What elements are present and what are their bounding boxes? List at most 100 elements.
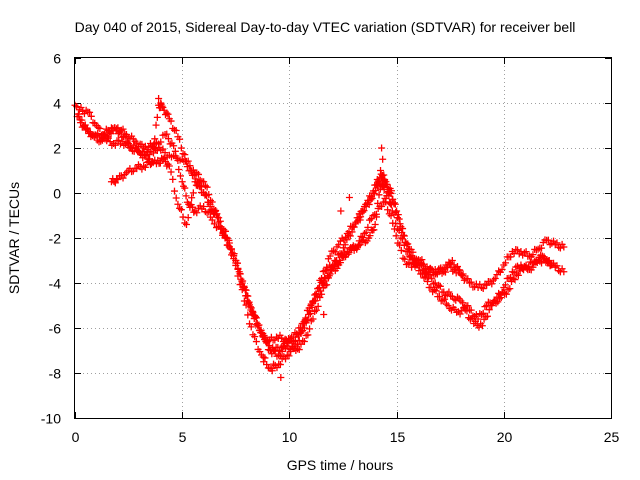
data-point	[553, 239, 561, 247]
data-point	[252, 313, 260, 321]
data-point	[238, 277, 246, 285]
data-point	[184, 157, 192, 165]
data-point	[560, 243, 568, 251]
data-point	[177, 206, 185, 214]
data-point	[222, 227, 230, 235]
data-point	[409, 248, 417, 256]
data-point	[377, 167, 385, 174]
data-point	[271, 347, 279, 355]
data-point	[405, 245, 413, 253]
data-point	[247, 304, 255, 312]
data-point	[342, 233, 350, 241]
data-point	[396, 220, 404, 228]
data-point	[456, 310, 464, 318]
data-point	[312, 306, 320, 314]
data-point	[170, 187, 178, 195]
data-point	[544, 236, 552, 244]
data-point	[497, 293, 505, 301]
data-point	[428, 275, 436, 283]
data-point	[327, 265, 335, 273]
axis-ticks: 0 5 10 15 20 25 -10 -8 -6 -4 -2 0 2 4 6	[41, 51, 620, 446]
data-point	[560, 268, 568, 276]
data-point	[448, 257, 456, 264]
y-tick-label: 0	[53, 186, 61, 202]
data-point	[382, 198, 390, 206]
data-point	[193, 209, 201, 217]
data-point	[213, 213, 221, 221]
data-point	[158, 102, 166, 110]
data-point	[323, 281, 331, 289]
data-point	[285, 352, 293, 360]
data-point	[210, 220, 218, 228]
data-point	[401, 255, 409, 263]
data-point	[200, 178, 208, 186]
data-point	[464, 302, 472, 310]
data-point	[353, 245, 361, 253]
data-point	[511, 276, 519, 284]
data-point	[208, 198, 216, 206]
data-point	[308, 303, 316, 311]
data-point	[141, 163, 149, 171]
data-point	[367, 193, 375, 201]
data-point	[344, 250, 352, 258]
data-point	[181, 184, 189, 192]
data-point	[182, 221, 190, 228]
data-point	[119, 174, 127, 182]
data-point	[432, 287, 440, 295]
data-point	[378, 144, 386, 152]
data-point	[216, 217, 224, 225]
data-point	[502, 259, 510, 267]
data-point	[177, 144, 185, 152]
data-point	[315, 291, 323, 299]
data-point	[155, 95, 163, 102]
data-point	[212, 206, 220, 214]
data-point	[113, 125, 121, 133]
data-point	[445, 288, 453, 296]
data-point	[165, 162, 173, 170]
data-point	[514, 246, 522, 254]
data-point	[160, 154, 168, 162]
data-point	[228, 251, 236, 259]
data-point	[553, 262, 561, 270]
data-point	[205, 191, 213, 199]
data-point	[485, 306, 493, 314]
data-point	[394, 211, 402, 219]
data-point	[359, 208, 367, 216]
data-point	[362, 228, 370, 236]
data-point	[174, 200, 182, 208]
data-point	[533, 259, 541, 267]
data-point	[384, 206, 392, 214]
data-point	[502, 290, 510, 298]
data-point	[378, 203, 386, 210]
data-point	[381, 176, 389, 184]
data-point	[498, 265, 506, 273]
y-tick-label: -10	[41, 411, 61, 427]
x-tick-label: 0	[72, 429, 80, 445]
data-point	[172, 126, 180, 134]
data-point	[538, 244, 546, 252]
data-point	[294, 332, 302, 340]
data-point	[203, 183, 211, 191]
data-point	[479, 285, 487, 293]
data-point	[372, 186, 380, 194]
data-point	[309, 315, 317, 323]
data-point	[171, 147, 179, 155]
data-point	[389, 219, 397, 227]
data-point	[77, 104, 85, 112]
data-point	[362, 202, 370, 210]
data-point	[215, 214, 223, 222]
data-point	[399, 231, 407, 239]
data-point	[341, 241, 349, 249]
data-point	[286, 337, 294, 345]
data-point	[464, 275, 472, 283]
data-point	[356, 216, 364, 224]
data-point	[374, 199, 382, 207]
y-tick-label: -6	[49, 321, 62, 337]
data-point	[156, 159, 164, 167]
data-point	[151, 135, 159, 143]
data-point	[423, 277, 431, 285]
data-point	[345, 194, 353, 201]
data-point	[306, 310, 314, 318]
data-point	[178, 178, 186, 186]
y-tick-label: 2	[53, 141, 61, 157]
